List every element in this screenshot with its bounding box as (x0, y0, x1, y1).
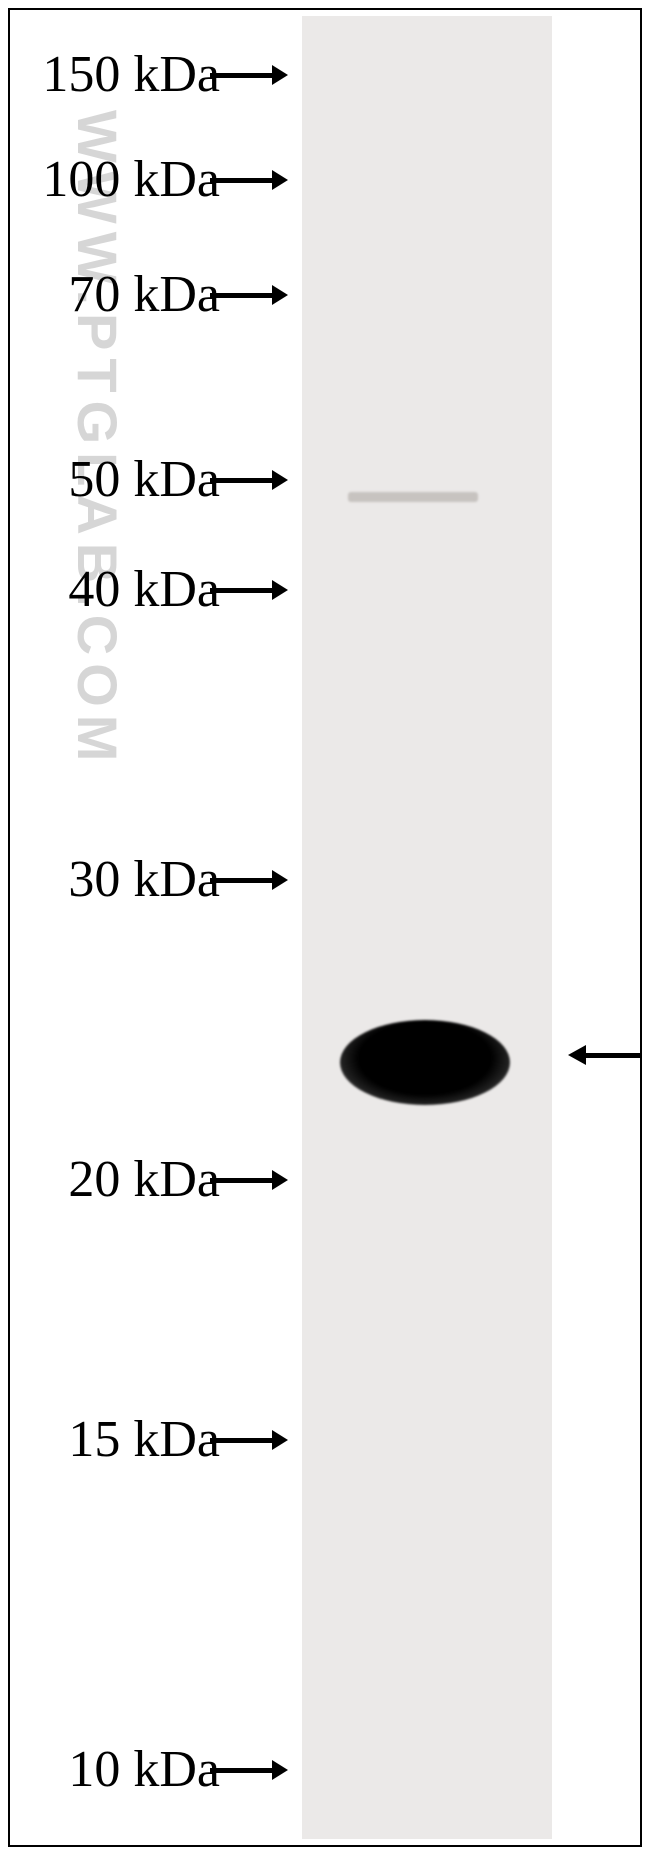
band-indicator-arrow (568, 1048, 640, 1062)
main-band (340, 1020, 510, 1105)
marker-arrow (210, 474, 288, 486)
marker-arrow (210, 289, 288, 301)
marker-arrow (210, 1764, 288, 1776)
marker-label: 20 kDa (0, 1150, 220, 1209)
marker-arrow (210, 1434, 288, 1446)
marker-label: 30 kDa (0, 850, 220, 909)
marker-label: 40 kDa (0, 560, 220, 619)
marker-label: 150 kDa (0, 45, 220, 104)
marker-label: 50 kDa (0, 450, 220, 509)
blot-lane (302, 16, 552, 1839)
marker-arrow (210, 1174, 288, 1186)
marker-arrow (210, 69, 288, 81)
marker-label: 100 kDa (0, 150, 220, 209)
marker-arrow (210, 874, 288, 886)
faint-band-50kDa (348, 492, 478, 502)
marker-arrow (210, 584, 288, 596)
marker-label: 15 kDa (0, 1410, 220, 1469)
marker-label: 70 kDa (0, 265, 220, 324)
marker-arrow (210, 174, 288, 186)
marker-label: 10 kDa (0, 1740, 220, 1799)
